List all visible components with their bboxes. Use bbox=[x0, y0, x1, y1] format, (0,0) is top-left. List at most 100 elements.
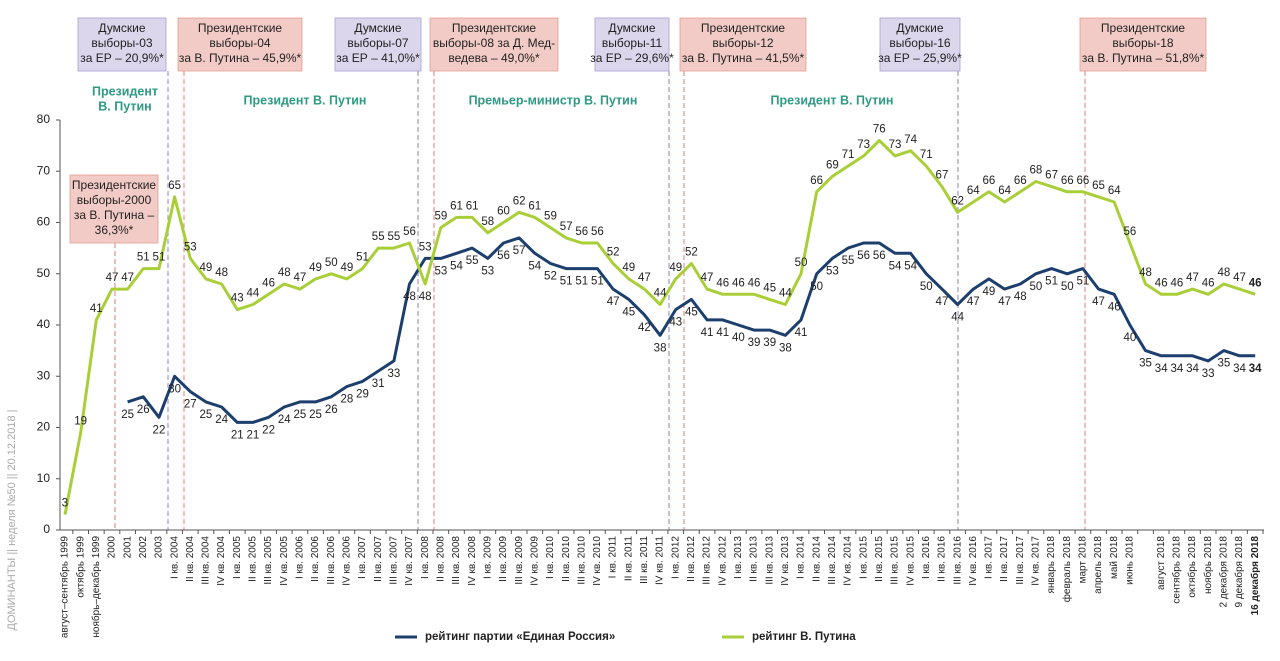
x-tick-label: I кв. 2005 bbox=[232, 536, 243, 579]
data-label: 51 bbox=[560, 276, 573, 288]
data-label: 62 bbox=[951, 195, 964, 207]
data-label: 53 bbox=[419, 241, 432, 253]
x-tick-label: II кв. 2012 bbox=[686, 536, 697, 582]
annotation-box bbox=[177, 17, 303, 72]
data-label: 71 bbox=[920, 149, 933, 161]
x-tick-label: II кв. 2011 bbox=[623, 536, 634, 582]
data-label: 41 bbox=[716, 327, 729, 339]
legend-label: рейтинг В. Путина bbox=[752, 631, 856, 643]
annotation-text: Президентские bbox=[701, 21, 786, 35]
annotation-box bbox=[77, 17, 167, 72]
x-tick-label: IV кв. 2005 bbox=[279, 536, 290, 586]
x-tick-label: I кв. 2006 bbox=[295, 536, 306, 579]
data-label: 57 bbox=[513, 245, 526, 257]
data-label: 48 bbox=[1014, 291, 1027, 303]
annotation-text: 36,3%* bbox=[95, 223, 134, 237]
data-label: 52 bbox=[685, 247, 698, 259]
y-tick-label: 20 bbox=[37, 420, 51, 434]
x-tick-label: сентябрь 2018 bbox=[1171, 536, 1183, 604]
annotation-text: Президентские bbox=[198, 21, 283, 35]
data-label: 25 bbox=[294, 409, 307, 421]
data-label: 46 bbox=[748, 277, 761, 289]
data-label: 76 bbox=[873, 124, 886, 136]
data-label: 54 bbox=[450, 260, 463, 272]
data-label: 66 bbox=[983, 175, 996, 187]
x-tick-label: 9 декабря 2018 bbox=[1233, 536, 1245, 608]
data-label: 34 bbox=[1186, 363, 1199, 375]
data-label: 49 bbox=[340, 262, 353, 274]
data-label: 47 bbox=[1186, 272, 1199, 284]
x-tick-label: август–сентябрь 1999 bbox=[59, 536, 71, 639]
data-label: 50 bbox=[920, 281, 933, 293]
x-tick-label: II кв. 2008 bbox=[435, 536, 446, 582]
data-label: 46 bbox=[1249, 277, 1262, 289]
x-tick-label: III кв. 2007 bbox=[389, 536, 400, 585]
annotation-text: за ЕР – 41,0%* bbox=[336, 51, 420, 65]
data-label: 48 bbox=[215, 267, 228, 279]
annotation-box bbox=[1079, 17, 1207, 72]
data-label: 69 bbox=[826, 159, 839, 171]
annotation-text: за ЕР – 25,9%* bbox=[878, 51, 962, 65]
x-tick-label: IV кв. 2009 bbox=[529, 536, 540, 586]
data-label: 53 bbox=[434, 265, 447, 277]
sidebar: ДОМИНАНТЫ || неделя №50 || 20.12.2018 | bbox=[6, 410, 18, 631]
data-label: 59 bbox=[544, 211, 557, 223]
data-label: 41 bbox=[90, 303, 103, 315]
data-label: 25 bbox=[309, 409, 322, 421]
data-label: 57 bbox=[560, 221, 573, 233]
data-label: 39 bbox=[763, 337, 776, 349]
data-label: 56 bbox=[591, 226, 604, 238]
x-tick-label: октябрь 2018 bbox=[1186, 536, 1198, 598]
data-label: 47 bbox=[967, 296, 980, 308]
data-label: 26 bbox=[137, 404, 150, 416]
data-label: 35 bbox=[1139, 358, 1152, 370]
data-label: 47 bbox=[1233, 272, 1246, 284]
data-label: 49 bbox=[983, 286, 996, 298]
data-label: 45 bbox=[763, 282, 776, 294]
data-label: 52 bbox=[607, 247, 620, 259]
data-label: 47 bbox=[607, 296, 620, 308]
data-label: 40 bbox=[1123, 332, 1136, 344]
x-tick-label: III кв. 2015 bbox=[890, 536, 901, 585]
x-tick-label: II кв. 2010 bbox=[561, 536, 572, 582]
annotation-text: Думские bbox=[896, 21, 943, 35]
data-label: 48 bbox=[1139, 267, 1152, 279]
x-tick-label: III кв. 2016 bbox=[952, 536, 963, 585]
x-tick-label: IV кв. 2011 bbox=[655, 536, 666, 585]
data-label: 44 bbox=[247, 288, 260, 300]
data-label: 46 bbox=[262, 277, 275, 289]
data-label: 24 bbox=[215, 414, 228, 426]
y-tick-label: 10 bbox=[37, 471, 51, 485]
data-label: 47 bbox=[701, 272, 714, 284]
period-label: В. Путин bbox=[98, 99, 151, 113]
annotation-text: выборы-03 bbox=[91, 36, 153, 50]
data-label: 53 bbox=[184, 241, 197, 253]
period-label: Премьер-министр В. Путин bbox=[469, 93, 638, 107]
x-tick-label: IV кв. 2014 bbox=[843, 536, 854, 586]
x-tick-label: август 2018 bbox=[1156, 536, 1167, 590]
data-label: 64 bbox=[967, 185, 980, 197]
x-tick-label: ноябрь–декабрь 1999 bbox=[90, 536, 102, 638]
data-label: 51 bbox=[591, 276, 604, 288]
data-label: 51 bbox=[137, 252, 150, 264]
data-label: 44 bbox=[951, 312, 964, 324]
data-label: 47 bbox=[106, 272, 119, 284]
y-tick-label: 0 bbox=[43, 522, 50, 536]
data-label: 54 bbox=[889, 260, 902, 272]
x-tick-label: 2003 bbox=[154, 536, 165, 559]
x-tick-label: 2001 bbox=[122, 536, 133, 559]
x-tick-label: I кв. 2009 bbox=[482, 536, 493, 579]
annotation-text: за В. Путина – 51,8%* bbox=[1082, 51, 1205, 65]
x-tick-label: II кв. 2017 bbox=[999, 536, 1010, 582]
data-label: 28 bbox=[340, 394, 353, 406]
data-label: 44 bbox=[654, 288, 667, 300]
x-tick-label: III кв. 2017 bbox=[1015, 536, 1026, 585]
data-label: 50 bbox=[795, 257, 808, 269]
data-label: 43 bbox=[669, 317, 682, 329]
x-tick-label: 2000 bbox=[107, 536, 118, 559]
data-label: 66 bbox=[1061, 175, 1074, 187]
data-label: 66 bbox=[1077, 175, 1090, 187]
data-label: 64 bbox=[998, 185, 1011, 197]
x-tick-label: III кв. 2006 bbox=[326, 536, 337, 585]
annotation-text: выборы-11 bbox=[602, 36, 663, 50]
